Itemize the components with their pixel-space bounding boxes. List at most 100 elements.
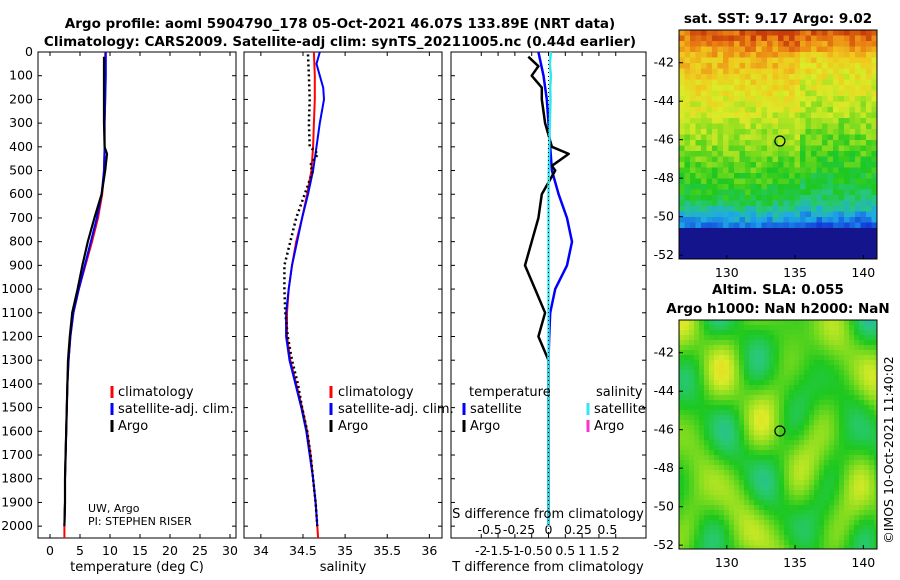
heatmap-cell xyxy=(749,370,755,376)
heatmap-cell xyxy=(739,360,745,366)
heatmap-cell xyxy=(784,400,790,406)
heatmap-cell xyxy=(800,35,806,42)
heatmap-cell xyxy=(789,85,795,91)
heatmap-cell xyxy=(767,228,773,234)
heatmap-cell xyxy=(866,52,872,58)
heatmap-cell xyxy=(772,156,779,163)
heatmap-cell xyxy=(701,195,707,201)
heatmap-cell xyxy=(789,500,795,506)
heatmap-cell xyxy=(709,400,715,406)
lat-tick-label: -46 xyxy=(654,132,674,147)
heatmap-cell xyxy=(799,355,805,361)
heatmap-cell xyxy=(734,510,740,516)
heatmap-cell xyxy=(772,200,779,207)
heatmap-cell xyxy=(799,500,805,506)
heatmap-cell xyxy=(784,505,790,511)
heatmap-cell xyxy=(819,455,825,461)
heatmap-cell xyxy=(754,430,760,436)
heatmap-cell xyxy=(794,151,801,157)
heatmap-cell xyxy=(822,250,828,256)
heatmap-cell xyxy=(811,244,817,251)
heatmap-cell xyxy=(854,345,860,351)
heatmap-cell xyxy=(822,90,828,97)
heatmap-cell xyxy=(774,385,780,391)
heatmap-cell xyxy=(706,134,713,141)
heatmap-cell xyxy=(699,510,705,516)
legend-satellite-label: satellite-adj. clim. xyxy=(338,402,454,417)
heatmap-cell xyxy=(706,151,713,157)
heatmap-cell xyxy=(689,345,695,351)
heatmap-cell xyxy=(783,189,790,196)
heatmap-cell xyxy=(729,415,735,421)
heatmap-cell xyxy=(734,217,740,223)
heatmap-cell xyxy=(822,123,828,130)
heatmap-cell xyxy=(759,420,765,426)
heatmap-cell xyxy=(819,410,825,416)
heatmap-cell xyxy=(728,189,735,196)
heatmap-cell xyxy=(849,96,856,102)
heatmap-cell xyxy=(805,195,812,201)
heatmap-cell xyxy=(829,440,835,446)
heatmap-cell xyxy=(829,530,835,536)
heatmap-cell xyxy=(706,140,713,146)
heatmap-cell xyxy=(849,435,855,441)
heatmap-cell xyxy=(729,410,735,416)
heatmap-cell xyxy=(871,74,877,80)
heatmap-cell xyxy=(844,340,850,346)
heatmap-cell xyxy=(761,189,768,196)
heatmap-cell xyxy=(724,510,730,516)
heatmap-cell xyxy=(695,118,702,124)
heatmap-cell xyxy=(794,440,800,446)
heatmap-cell xyxy=(712,107,718,113)
heatmap-cell xyxy=(728,222,735,229)
heatmap-cell xyxy=(756,145,762,152)
heatmap-cell xyxy=(734,345,740,351)
depth-tick-label: 1300 xyxy=(1,352,33,367)
heatmap-cell xyxy=(767,52,773,58)
heatmap-cell xyxy=(679,335,685,341)
heatmap-cell xyxy=(874,375,877,381)
heatmap-cell xyxy=(811,184,817,190)
heatmap-cell xyxy=(869,320,875,326)
heatmap-cell xyxy=(744,420,750,426)
sst-heatmap xyxy=(679,30,877,259)
heatmap-cell xyxy=(834,400,840,406)
heatmap-cell xyxy=(783,96,790,102)
heatmap-cell xyxy=(750,162,757,168)
heatmap-cell xyxy=(761,151,768,157)
heatmap-cell xyxy=(764,520,770,526)
heatmap-cell xyxy=(739,222,746,229)
heatmap-cell xyxy=(804,405,810,411)
heatmap-cell xyxy=(709,405,715,411)
heatmap-cell xyxy=(779,530,785,536)
heatmap-cell xyxy=(789,228,795,234)
heatmap-cell xyxy=(824,420,830,426)
heatmap-cell xyxy=(724,400,730,406)
heatmap-cell xyxy=(839,335,845,341)
heatmap-cell xyxy=(764,445,770,451)
heatmap-cell xyxy=(849,167,856,174)
heatmap-cell xyxy=(871,228,877,234)
heatmap-cell xyxy=(695,184,702,190)
heatmap-cell xyxy=(679,445,685,451)
heatmap-cell xyxy=(756,52,762,58)
heatmap-cell xyxy=(745,30,751,36)
heatmap-cell xyxy=(694,375,700,381)
heatmap-cell xyxy=(684,375,690,381)
heatmap-cell xyxy=(789,145,795,152)
heatmap-cell xyxy=(690,112,696,119)
heatmap-cell xyxy=(794,222,801,229)
heatmap-cell xyxy=(839,325,845,331)
heatmap-cell xyxy=(689,455,695,461)
heatmap-cell xyxy=(772,184,779,190)
heatmap-cell xyxy=(723,217,729,223)
depth-tick-label: 700 xyxy=(9,210,33,225)
heatmap-cell xyxy=(745,217,751,223)
heatmap-cell xyxy=(784,390,790,396)
heatmap-cell xyxy=(695,200,702,207)
heatmap-cell xyxy=(749,520,755,526)
heatmap-cell xyxy=(729,360,735,366)
heatmap-cell xyxy=(855,162,861,168)
heatmap-cell xyxy=(860,189,867,196)
heatmap-cell xyxy=(809,415,815,421)
